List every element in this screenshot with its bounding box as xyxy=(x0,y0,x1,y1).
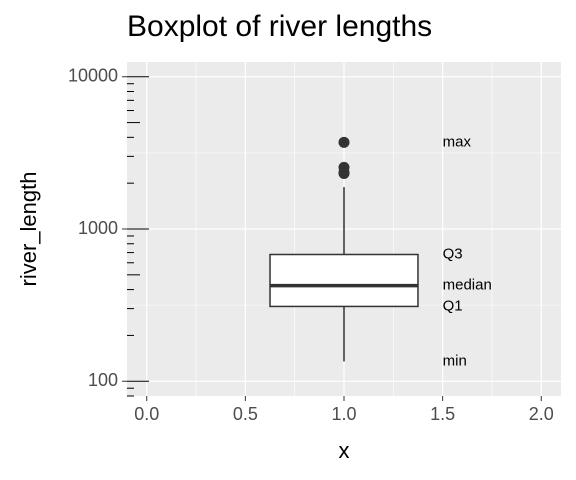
outlier xyxy=(338,136,350,148)
x-tick-label: 0.5 xyxy=(233,404,258,424)
annotation: median xyxy=(443,277,492,294)
annotation: Q1 xyxy=(443,297,463,314)
y-tick-label: 100 xyxy=(88,370,118,390)
x-tick-label: 0.0 xyxy=(134,404,159,424)
outlier xyxy=(338,161,350,173)
x-tick-label: 1.5 xyxy=(430,404,455,424)
x-tick-label: 2.0 xyxy=(529,404,554,424)
annotation: max xyxy=(443,133,472,150)
y-tick-label: 1000 xyxy=(78,218,118,238)
y-axis-label: river_length xyxy=(16,172,41,287)
y-tick-label: 10000 xyxy=(68,66,118,86)
x-tick-label: 1.0 xyxy=(331,404,356,424)
chart-title: Boxplot of river lengths xyxy=(127,10,432,43)
x-axis-label: x xyxy=(339,438,350,463)
annotation: Q3 xyxy=(443,245,463,262)
annotation: min xyxy=(443,352,467,369)
box xyxy=(269,253,419,308)
